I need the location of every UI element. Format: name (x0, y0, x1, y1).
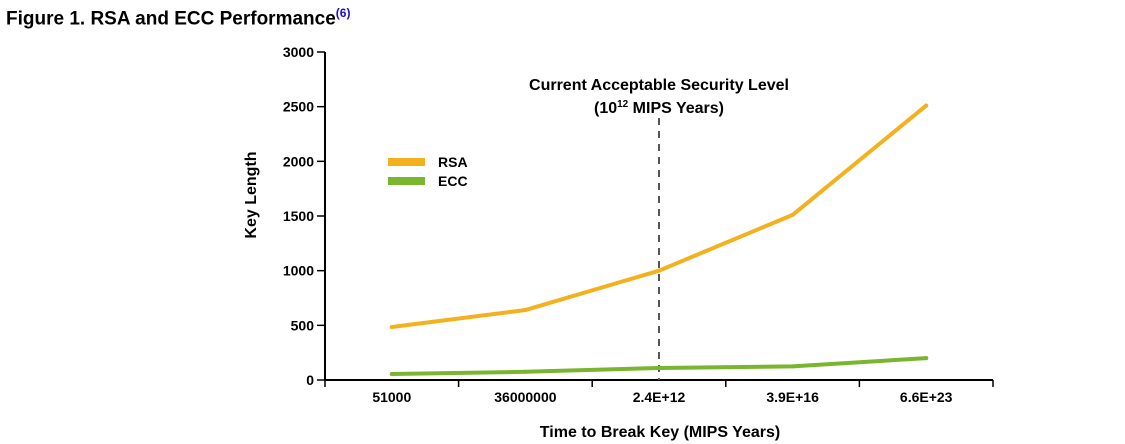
data-point-rsa (657, 268, 661, 273)
figure-title: Figure 1. RSA and ECC Performance(6) (6, 6, 350, 30)
legend-label-rsa: RSA (438, 154, 468, 170)
x-tick-label: 36000000 (494, 389, 557, 405)
data-point-rsa (924, 103, 929, 108)
reference-link[interactable]: (6) (335, 6, 351, 20)
x-tick-label: 2.4E+12 (633, 389, 686, 405)
y-tick-label: 2000 (283, 153, 314, 169)
y-tick-label: 0 (306, 372, 314, 388)
y-tick-label: 2500 (283, 99, 314, 115)
data-point-ecc (389, 371, 394, 376)
data-point-ecc (523, 369, 528, 374)
data-point-rsa (389, 324, 394, 329)
series-lines (389, 103, 929, 376)
data-point-ecc (657, 365, 661, 370)
axes: 0 500 1000 1500 2000 2500 3000 51000 36000000 2.4… (283, 44, 994, 405)
x-axis-label: Time to Break Key (MIPS Years) (540, 424, 780, 441)
y-tick-label: 1500 (283, 208, 314, 224)
y-tick-label: 1000 (283, 263, 314, 279)
security-level-exponent: 12 (617, 99, 629, 110)
figure-caption: Figure 1. RSA and ECC Performance (6, 8, 336, 30)
y-tick-label: 3000 (283, 44, 314, 60)
x-tick-label: 51000 (372, 389, 411, 405)
x-tick-label: 3.9E+16 (766, 389, 819, 405)
y-tick-label: 500 (291, 317, 315, 333)
data-point-rsa (523, 308, 528, 313)
annotation: Current Acceptable Security Level (1012 M… (529, 77, 789, 380)
legend: RSA ECC (388, 154, 468, 189)
data-point-rsa (790, 212, 795, 217)
security-level-sublabel: (1012 MIPS Years) (594, 99, 724, 117)
security-level-prefix: (10 (594, 100, 617, 117)
x-tick-label: 6.6E+23 (900, 389, 953, 405)
security-level-suffix: MIPS Years) (628, 100, 724, 117)
data-point-ecc (924, 356, 929, 361)
data-point-ecc (790, 364, 795, 369)
y-axis-label: Key Length (243, 151, 260, 238)
legend-label-ecc: ECC (438, 173, 468, 189)
security-level-label: Current Acceptable Security Level (529, 77, 789, 94)
